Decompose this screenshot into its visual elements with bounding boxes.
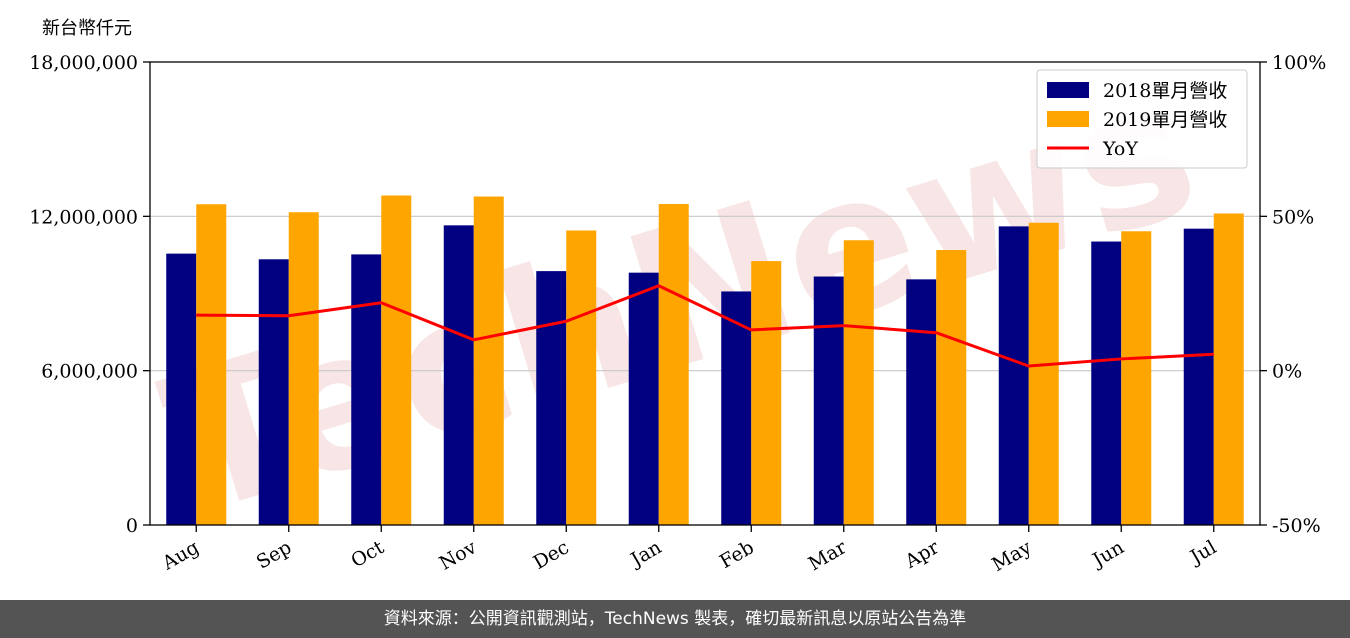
x-tick-label-nov: Nov [436, 536, 481, 575]
yoy-line-layer [195, 284, 1215, 368]
source-footer: 資料來源：公開資訊觀測站，TechNews 製表，確切最新訊息以原站公告為準 [0, 600, 1350, 638]
bar-2019-jan [658, 203, 689, 525]
legend-box [1036, 69, 1248, 169]
bar-2018-feb [721, 291, 752, 525]
bar-2019-nov [473, 196, 504, 525]
plot-frame [149, 61, 1261, 526]
x-tick-label-dec: Dec [530, 536, 573, 574]
bar-2019-mar [843, 240, 874, 525]
yoy-point-mar [843, 325, 845, 327]
yoy-point-may [1028, 365, 1030, 367]
yoy-point-oct [380, 302, 382, 304]
x-tick-label-aug: Aug [158, 536, 203, 575]
bar-2019-jul [1213, 213, 1244, 525]
x-tick-label-jul: Jul [1185, 536, 1220, 569]
bar-2019-aug [196, 204, 227, 525]
x-tick-label-apr: Apr [901, 536, 944, 573]
bar-2018-dec [536, 271, 567, 525]
bar-2019-sep [288, 212, 319, 525]
revenue-chart: TechNews 06,000,00012,000,00018,000,000-… [29, 18, 1326, 576]
bar-2018-oct [351, 254, 382, 525]
y-unit-label: 新台幣仟元 [42, 18, 132, 39]
yoy-point-nov [473, 339, 475, 341]
bar-2019-apr [936, 250, 967, 525]
bar-2018-jul [1183, 228, 1214, 525]
right-tick-label: 50% [1272, 206, 1314, 228]
yoy-point-dec [565, 320, 567, 322]
bar-2019-feb [751, 261, 782, 525]
legend-swatch [1047, 82, 1089, 98]
x-tick-label-may: May [988, 536, 1035, 576]
bar-2019-dec [566, 230, 597, 525]
bar-2018-apr [906, 279, 937, 525]
x-tick-label-mar: Mar [805, 536, 851, 575]
gridlines [150, 215, 1260, 372]
x-tick-label-jan: Jan [626, 536, 666, 572]
left-tick-label: 0 [126, 515, 138, 537]
x-tick-label-jun: Jun [1087, 536, 1128, 572]
x-tick-label-sep: Sep [253, 536, 296, 573]
legend-swatch [1047, 111, 1089, 127]
bar-2019-oct [381, 195, 412, 525]
left-tick-label: 18,000,000 [29, 52, 138, 74]
left-tick-label: 6,000,000 [41, 361, 138, 383]
legend: 2018單月營收 2019單月營收 YoY [1036, 69, 1248, 169]
right-tick-label: -50% [1272, 515, 1321, 537]
yoy-point-jun [1120, 358, 1122, 360]
bar-2018-nov [443, 225, 474, 525]
left-tick-label: 12,000,000 [29, 206, 138, 228]
bars [166, 195, 1244, 526]
yoy-point-jan [658, 285, 660, 287]
legend-label: YoY [1102, 138, 1138, 160]
yoy-point-apr [935, 332, 937, 334]
yoy-point-jul [1213, 353, 1215, 355]
yoy-line [196, 284, 1214, 368]
right-tick-label: 0% [1272, 361, 1302, 383]
bar-2018-sep [258, 259, 289, 525]
bar-2018-may [998, 226, 1029, 526]
bar-2019-may [1028, 222, 1059, 525]
bar-2018-aug [166, 253, 197, 525]
bar-2018-jun [1091, 241, 1122, 525]
bar-2019-jun [1121, 231, 1152, 525]
x-tick-label-feb: Feb [716, 536, 758, 573]
legend-label: 2019單月營收 [1103, 109, 1227, 131]
yoy-point-feb [750, 329, 752, 331]
x-tick-label-oct: Oct [347, 536, 388, 572]
bar-2018-mar [813, 276, 844, 525]
right-tick-label: 100% [1272, 52, 1326, 74]
yoy-point-aug [195, 314, 197, 316]
bar-2018-jan [628, 272, 659, 525]
legend-label: 2018單月營收 [1103, 80, 1227, 102]
yoy-point-sep [288, 315, 290, 317]
